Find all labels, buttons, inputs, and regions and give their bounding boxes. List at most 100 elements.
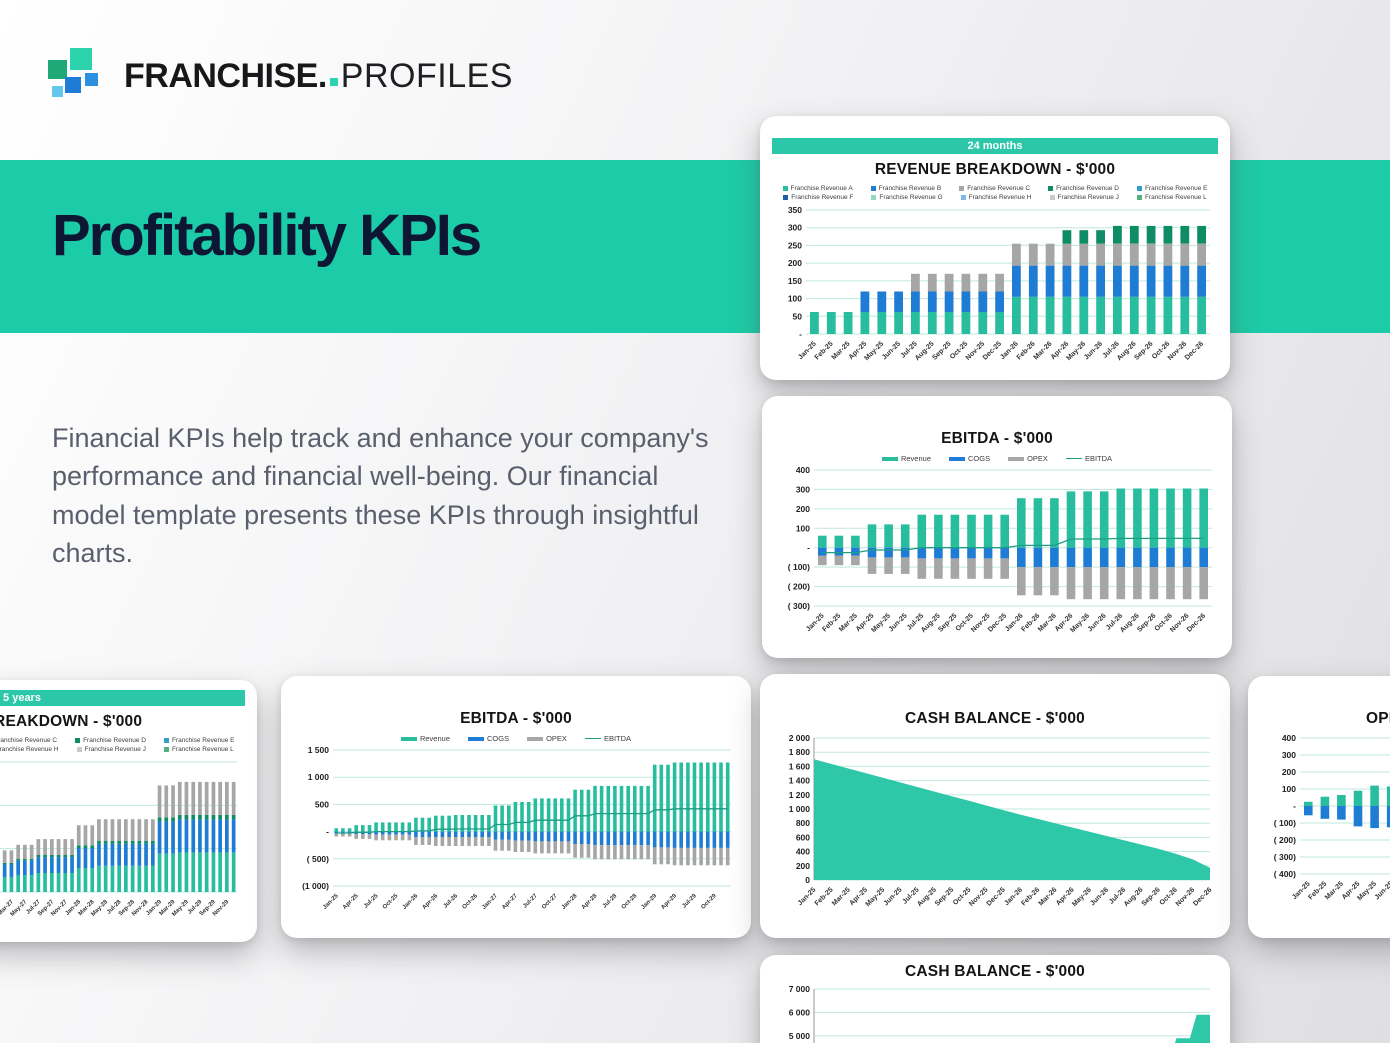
ebitda5y-legend: Revenue COGS OPEX EBITDA [281, 733, 751, 744]
chart-title: EBITDA - $'000 [460, 710, 572, 727]
svg-text:400: 400 [1282, 733, 1296, 743]
card-revenue-breakdown-24m: 24 months REVENUE BREAKDOWN - $'000 Fran… [760, 116, 1230, 380]
svg-text:Jul-26: Jul-26 [443, 893, 460, 910]
legend-swatch-icon [163, 747, 169, 752]
legend-swatch-icon [871, 195, 877, 200]
legend-label: Franchise Revenue D [1056, 185, 1119, 192]
svg-text:Jul-27: Jul-27 [522, 893, 539, 910]
svg-text:Jun-25: Jun-25 [888, 612, 909, 633]
svg-text:1 800: 1 800 [789, 747, 811, 757]
svg-text:Apr-27: Apr-27 [501, 893, 519, 911]
svg-text:( 300): ( 300) [1274, 852, 1296, 862]
ebitda24-legend: Revenue COGS OPEX EBITDA [762, 453, 1232, 464]
svg-text:( 100): ( 100) [1274, 818, 1296, 828]
legend-item: Franchise Revenue G [871, 194, 943, 201]
svg-text:( 400): ( 400) [1274, 869, 1296, 879]
svg-text:Jul-29: Jul-29 [681, 893, 698, 910]
svg-text:350: 350 [788, 205, 802, 215]
svg-text:Jan-29: Jan-29 [640, 893, 658, 911]
svg-text:May-25: May-25 [863, 340, 885, 362]
period-badge-5-years: 5 years [0, 690, 245, 706]
legend-item: Revenue [400, 734, 450, 743]
svg-text:600: 600 [796, 832, 810, 842]
svg-text:Mar-26: Mar-26 [1038, 886, 1059, 907]
legend-item: Franchise Revenue D [1048, 185, 1119, 192]
card-ebitda-5y: EBITDA - $'000 Revenue COGS OPEX EBITDA 1 50… [281, 676, 751, 938]
legend-swatch-icon [949, 456, 965, 461]
legend-swatch-icon [1065, 457, 1082, 460]
revenue24-chart-svg: 35030025020015010050-Jan-25Feb-25Mar-25A… [788, 205, 1210, 362]
logo-square-blue [65, 77, 81, 93]
badge-label: 24 months [967, 140, 1023, 152]
legend-item: Franchise Revenue A [782, 185, 853, 192]
legend-swatch-icon [870, 186, 876, 191]
legend-swatch-icon [1048, 186, 1054, 191]
svg-text:Jun-25: Jun-25 [883, 886, 904, 907]
legend-label: Franchise Revenue E [171, 737, 235, 744]
badge-label: 5 years [3, 692, 41, 704]
legend-item: EBITDA [584, 734, 632, 743]
legend-swatch-icon [527, 736, 544, 741]
svg-text:Jan-28: Jan-28 [561, 893, 579, 911]
svg-text:400: 400 [796, 847, 810, 857]
legend-label: Franchise Revenue J [1057, 194, 1119, 201]
period-badge-24-months: 24 months [772, 138, 1218, 154]
legend-label: OPEX [546, 734, 567, 743]
legend-label: Franchise Revenue F [791, 194, 854, 201]
svg-text:Jan-26: Jan-26 [402, 893, 420, 911]
legend-label: Franchise Revenue H [968, 194, 1032, 201]
svg-text:-: - [1293, 801, 1296, 811]
svg-text:Apr-28: Apr-28 [581, 893, 599, 911]
legend-item: Franchise Revenue H [960, 194, 1032, 201]
legend-item: EBITDA [1065, 454, 1113, 463]
svg-text:200: 200 [1282, 767, 1296, 777]
svg-text:Aug-26: Aug-26 [1123, 886, 1145, 908]
card-ope: OPE 400 300 200 100 - ( 100) ( 200) ( 300) ( 400… [1248, 676, 1390, 938]
svg-text:Sep-25: Sep-25 [934, 886, 955, 907]
svg-text:( 200): ( 200) [1274, 835, 1296, 845]
legend-item: Franchise Revenue F [783, 194, 853, 201]
svg-text:1 200: 1 200 [789, 790, 811, 800]
chart-title: OPE [1366, 710, 1390, 727]
logo-square-blue-small [85, 73, 98, 86]
legend-label: Franchise Revenue G [879, 194, 943, 201]
revenue5y-chart-svg: Jan-25Mar-25May-25Jul-25Sep-25Nov-25Jan-… [0, 761, 237, 918]
svg-text:Sep-26: Sep-26 [1136, 612, 1157, 633]
brand-dot-icon [329, 77, 338, 86]
legend-item: Franchise Revenue B [870, 185, 941, 192]
legend-label: Revenue [419, 734, 450, 743]
legend-swatch-icon [584, 737, 601, 740]
legend-swatch-icon [1136, 186, 1142, 191]
legend-label: Franchise Revenue D [83, 737, 146, 744]
logo-square-teal [70, 48, 92, 70]
svg-text:800: 800 [796, 818, 810, 828]
legend-label: EBITDA [603, 734, 632, 743]
legend-item: Franchise Revenue L [1136, 194, 1207, 201]
legend-label: EBITDA [1084, 454, 1113, 463]
svg-text:Jun-26: Jun-26 [1083, 340, 1104, 361]
legend-swatch-icon [1008, 456, 1025, 461]
ope-chart: 400 300 200 100-( 100)( 200)( 300)( 400) Jan… [1248, 730, 1390, 920]
svg-text:Jan-25: Jan-25 [322, 893, 340, 911]
svg-text:1 000: 1 000 [789, 804, 811, 814]
svg-text:-: - [326, 827, 329, 837]
svg-text:Jan-27: Jan-27 [481, 893, 499, 911]
chart-title: CASH BALANCE - $'000 [905, 710, 1085, 727]
svg-text:( 300): ( 300) [788, 601, 810, 611]
svg-text:( 500): ( 500) [307, 854, 329, 864]
legend-swatch-icon [400, 736, 417, 741]
svg-text:Dec-26: Dec-26 [1192, 886, 1213, 907]
revenue-breakdown-5y-chart: Jan-25Mar-25May-25Jul-25Sep-25Nov-25Jan-… [0, 756, 257, 932]
legend-swatch-icon [163, 738, 169, 743]
svg-text:Apr-25: Apr-25 [342, 893, 360, 911]
svg-text:Dec-26: Dec-26 [1184, 340, 1205, 361]
svg-text:Jul-25: Jul-25 [363, 893, 380, 910]
svg-text:Oct-28: Oct-28 [621, 893, 639, 911]
legend-item: Franchise Revenue D [75, 737, 146, 744]
legend-swatch-icon [468, 736, 484, 741]
